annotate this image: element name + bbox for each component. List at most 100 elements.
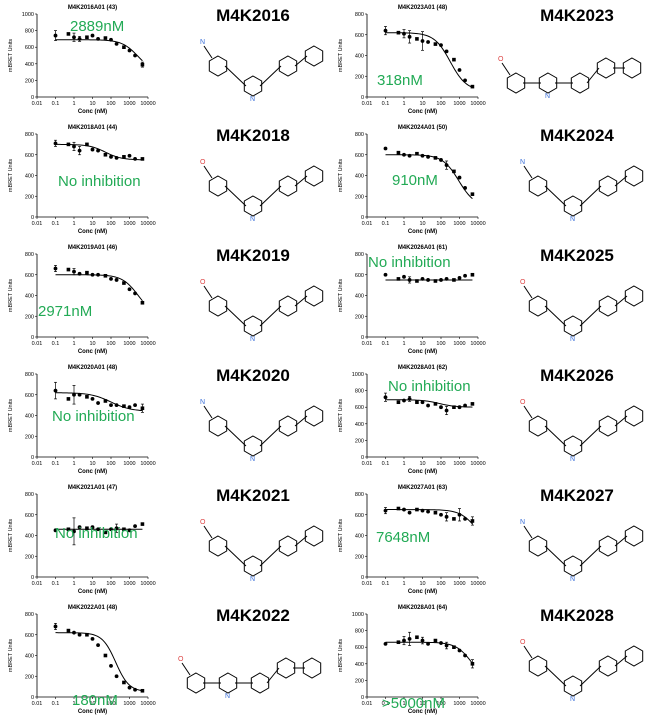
chemical-structure: ON	[520, 639, 644, 703]
x-tick-label: 1	[72, 221, 75, 227]
bond	[501, 62, 511, 76]
data-point	[396, 150, 401, 155]
data-point	[72, 529, 76, 534]
bond	[259, 185, 282, 207]
x-tick-label: 10000	[140, 341, 155, 347]
dose-response-plot: M4K2028A01 (62) 0 200 400 600 800 1000 0.01 0.1 1…	[338, 365, 486, 475]
chart-panel: M4K2020A01 (48) 0 200 400 600 800 0.01 0.1 1 10 10…	[0, 360, 334, 480]
atom-marker: O	[200, 279, 206, 286]
chart-panel: M4K2024A01 (50) 0 200 400 600 800 0.01 0.1 1 10 10…	[330, 120, 664, 240]
atom-marker: N	[570, 576, 575, 583]
data-point	[383, 508, 388, 513]
data-point	[90, 33, 95, 38]
data-point	[127, 287, 132, 292]
ring	[186, 672, 206, 694]
x-tick-label: 100	[106, 581, 115, 587]
compound-name: M4K2026	[540, 366, 614, 385]
y-tick-label: 200	[25, 674, 34, 680]
atom-marker: N	[570, 456, 575, 463]
data-point	[85, 395, 89, 399]
data-point	[103, 653, 108, 658]
x-tick-label: 0.1	[382, 221, 390, 227]
data-point	[66, 397, 71, 401]
x-tick-label: 100	[106, 101, 115, 107]
atom-marker: N	[200, 39, 205, 46]
data-point	[72, 35, 76, 40]
chart-title: M4K2021A01 (47)	[68, 485, 117, 491]
data-point	[439, 512, 443, 517]
x-tick-label: 10000	[140, 101, 155, 107]
data-point	[463, 186, 467, 190]
ring	[538, 72, 558, 94]
data-point	[402, 152, 406, 157]
compound-name: M4K2024	[540, 126, 614, 145]
x-tick-label: 1000	[453, 341, 465, 347]
x-tick-label: 0.01	[362, 101, 373, 107]
data-point	[433, 42, 438, 46]
x-tick-label: 1000	[453, 461, 465, 467]
data-point	[140, 300, 145, 305]
x-tick-label: 0.01	[362, 221, 373, 227]
y-tick-label: 800	[355, 629, 364, 635]
x-tick-label: 10	[89, 461, 95, 467]
chemical-structure: ON	[200, 519, 324, 583]
data-point	[133, 403, 137, 408]
bond	[614, 415, 628, 427]
data-point	[415, 37, 419, 41]
x-axis-label: Conc (nM)	[408, 469, 437, 475]
data-point	[407, 637, 412, 641]
ic50-label: 180nM	[72, 692, 118, 709]
y-tick-label: 800	[25, 132, 34, 138]
chemical-structure: NN	[200, 39, 324, 103]
y-tick-label: 600	[25, 513, 34, 519]
data-point	[444, 408, 449, 413]
bond	[614, 175, 628, 187]
ring	[596, 57, 616, 79]
ring	[302, 657, 322, 679]
ring	[570, 72, 590, 94]
x-tick-label: 1000	[453, 221, 465, 227]
x-tick-label: 10	[89, 701, 95, 707]
y-tick-label: 200	[25, 314, 34, 320]
data-point	[457, 648, 462, 653]
x-tick-label: 0.1	[52, 341, 60, 347]
data-point	[407, 510, 412, 515]
data-point	[463, 78, 467, 83]
data-point	[470, 272, 475, 277]
data-point	[140, 522, 145, 526]
ring	[528, 535, 548, 557]
ring	[243, 195, 263, 217]
chart-title: M4K2022A01 (48)	[68, 605, 117, 611]
ring	[218, 672, 238, 694]
data-point	[415, 635, 419, 640]
x-tick-label: 0.01	[362, 581, 373, 587]
data-point	[426, 641, 430, 646]
y-tick-label: 400	[355, 422, 364, 428]
compound-name: M4K2018	[216, 126, 290, 145]
y-axis-label: mBRET Units	[8, 399, 14, 432]
data-point	[433, 510, 438, 515]
chart-title: M4K2026A01 (61)	[398, 245, 447, 251]
data-point	[85, 270, 89, 275]
ic50-label: No inhibition	[368, 254, 451, 271]
x-tick-label: 1	[402, 341, 405, 347]
data-point	[452, 645, 456, 649]
y-tick-label: 800	[355, 492, 364, 498]
data-point	[72, 630, 76, 635]
ring	[208, 295, 228, 317]
ring	[598, 535, 618, 557]
data-point	[402, 31, 406, 36]
y-tick-label: 0	[31, 695, 34, 701]
atom-marker: N	[250, 456, 255, 463]
y-tick-label: 800	[355, 389, 364, 395]
data-point	[383, 146, 388, 151]
bond	[203, 405, 213, 419]
x-tick-label: 0.1	[52, 701, 60, 707]
ring	[243, 315, 263, 337]
data-point	[415, 151, 419, 156]
chart-panel: M4K2028A01 (62) 0 200 400 600 800 1000 0.01 0.1 1…	[330, 360, 664, 480]
atom-marker: N	[570, 216, 575, 223]
ring	[304, 525, 324, 547]
data-point	[444, 277, 449, 281]
ring	[278, 415, 298, 437]
